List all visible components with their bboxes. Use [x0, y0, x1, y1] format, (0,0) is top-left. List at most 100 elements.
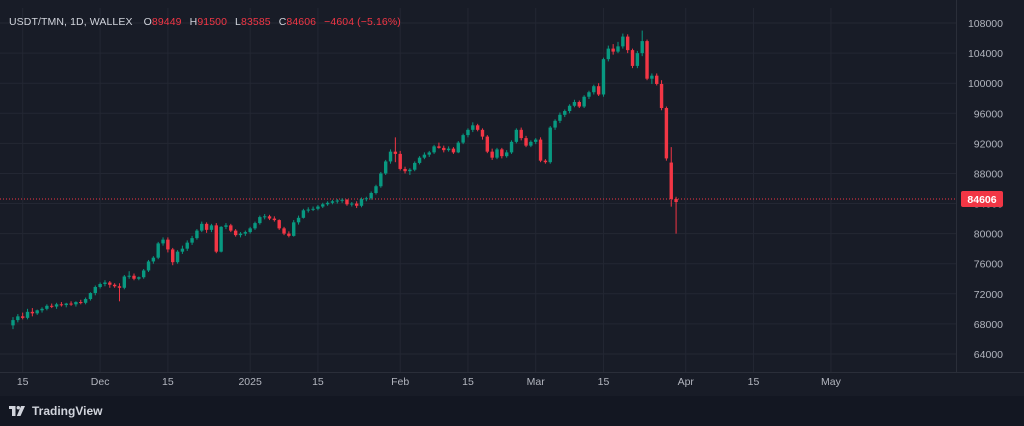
candle-body [509, 141, 514, 153]
candle-body [238, 233, 243, 236]
candle-body [321, 204, 325, 207]
candle-body [64, 303, 68, 306]
candle-body [296, 217, 301, 223]
candle-body [108, 282, 112, 285]
candle-body [83, 299, 88, 303]
candle-body [606, 48, 611, 60]
candle-body [190, 238, 194, 243]
candle-body [30, 311, 35, 314]
candle-body [548, 127, 552, 163]
candle-body [630, 50, 635, 66]
x-tick-label: 15 [312, 376, 324, 388]
candle-body [258, 217, 262, 224]
candle-body [645, 41, 649, 79]
candle-body [587, 92, 591, 97]
x-tick-label: 15 [598, 376, 610, 388]
candle-body [74, 302, 78, 305]
candle-body [287, 233, 291, 236]
candle-body [166, 239, 170, 250]
x-tick-label: Feb [391, 376, 409, 388]
candle-body [175, 251, 180, 263]
y-tick-label: 88000 [974, 168, 1003, 180]
candle-body [524, 138, 528, 146]
candle-body [185, 242, 189, 249]
x-tick-label: 15 [462, 376, 474, 388]
candle-body [408, 169, 412, 172]
candle-body [659, 83, 664, 109]
candle-body [611, 48, 615, 52]
candle-body [35, 310, 39, 314]
candle-body [345, 199, 349, 205]
x-tick-label: 2025 [238, 376, 262, 388]
y-tick-label: 72000 [974, 289, 1003, 301]
y-tick-label: 80000 [974, 229, 1003, 241]
ohlc-legend: USDT/TMN, 1D, WALLEX O89449 H91500 L8358… [9, 16, 406, 28]
footer-bar: TradingView [0, 396, 1024, 426]
candle-body [393, 151, 398, 154]
candle-body [292, 222, 296, 236]
candle-body [88, 293, 93, 300]
candle-body [500, 149, 504, 157]
candle-body [350, 203, 354, 205]
candle-body [621, 36, 625, 47]
candle-body [316, 206, 320, 209]
candle-body [306, 209, 310, 211]
candle-body [262, 216, 267, 218]
candle-body [427, 152, 431, 155]
y-tick-label: 108000 [968, 18, 1003, 30]
candle-body [471, 125, 475, 130]
candle-body [117, 286, 122, 288]
candle-body [640, 41, 644, 54]
candle-body [485, 136, 490, 152]
candle-body [543, 160, 548, 163]
candle-body [456, 142, 460, 153]
candle-body [563, 111, 567, 115]
candle-body [50, 305, 54, 307]
candle-body [98, 284, 102, 288]
candle-body [16, 316, 20, 321]
candle-body [514, 129, 519, 142]
candle-body [383, 161, 388, 174]
low-label: L [235, 16, 241, 28]
candle-body [59, 304, 64, 306]
price-chart[interactable]: 1080001040001000009600092000880008400080… [0, 0, 1024, 396]
candle-body [180, 248, 185, 252]
candle-body [519, 129, 523, 139]
current-price-label: 84606 [967, 194, 996, 206]
close-label: C [278, 16, 287, 28]
candle-body [151, 257, 156, 262]
candle-body [655, 75, 659, 84]
candle-body [25, 311, 30, 318]
candle-body [69, 303, 73, 305]
candle-body [325, 202, 330, 205]
candle-body [601, 59, 606, 95]
candle-body [161, 239, 165, 244]
candle-body [132, 275, 136, 279]
chart-panel[interactable]: 1080001040001000009600092000880008400080… [0, 0, 1024, 396]
candle-body [301, 210, 306, 218]
brand-name: TradingView [32, 404, 103, 418]
candle-body [538, 139, 543, 161]
candle-body [282, 228, 286, 234]
candle-body [466, 129, 470, 136]
tradingview-brand[interactable]: TradingView [9, 404, 102, 418]
candle-body [596, 86, 601, 95]
candle-body [93, 287, 97, 294]
candle-body [379, 173, 383, 187]
candle-body [451, 148, 456, 153]
candle-body [209, 225, 214, 230]
x-tick-label: May [821, 376, 842, 388]
low-value: 83585 [241, 16, 271, 28]
x-tick-label: 15 [162, 376, 174, 388]
candle-body [359, 199, 364, 206]
candle-body [490, 151, 494, 158]
candle-body [398, 153, 402, 169]
candle-body [669, 162, 673, 199]
candle-body [616, 46, 620, 52]
candle-body [674, 198, 678, 203]
candle-body [103, 282, 107, 285]
candle-body [529, 141, 533, 146]
candle-body [171, 249, 175, 263]
x-tick-label: 15 [17, 376, 29, 388]
